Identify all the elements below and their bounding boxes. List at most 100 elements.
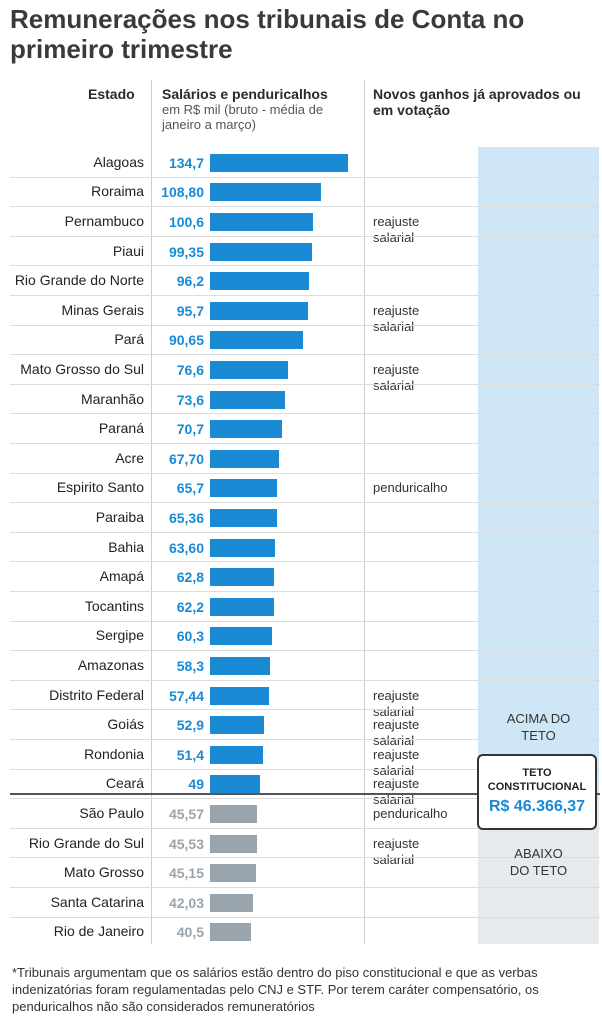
bar (210, 213, 313, 231)
state-label: Pará (114, 331, 144, 347)
state-label: Mato Grosso do Sul (20, 361, 144, 377)
bar (210, 657, 270, 675)
row-divider (10, 206, 600, 207)
state-label: Amazonas (77, 657, 144, 673)
bar (210, 746, 263, 764)
state-label: Paraná (98, 420, 144, 436)
state-label: Sergipe (95, 627, 144, 643)
row-divider (10, 591, 600, 592)
row-divider (10, 265, 600, 266)
value-label: 67,70 (168, 451, 204, 467)
row-divider (10, 561, 600, 562)
column-divider-2 (364, 80, 365, 944)
state-label: Rondonia (84, 746, 144, 762)
state-label: Roraima (91, 183, 144, 199)
state-label: Maranhão (80, 391, 144, 407)
row-divider (10, 413, 600, 414)
bar (210, 627, 272, 645)
bar (210, 568, 274, 586)
row-divider (10, 354, 600, 355)
row-divider (10, 532, 600, 533)
note-label: reajuste salarial (373, 214, 420, 245)
value-label: 90,65 (168, 332, 204, 348)
row-divider (10, 502, 600, 503)
state-label: Minas Gerais (61, 302, 144, 318)
note-label: reajuste salarial (373, 303, 420, 334)
bar (210, 923, 251, 941)
bar (210, 479, 277, 497)
page-title: Remunerações nos tribunais de Conta no p… (10, 4, 525, 64)
header-salarios-label: Salários e penduricalhos (162, 86, 328, 102)
value-label: 73,6 (176, 392, 204, 408)
row-divider (10, 769, 600, 770)
ceiling-line (10, 793, 600, 795)
header-novos: Novos ganhos já aprovados ou em votação (373, 86, 598, 118)
column-divider-1 (151, 80, 152, 944)
note-label: penduricalho (373, 806, 448, 821)
bar (210, 154, 348, 172)
bar (210, 716, 264, 734)
above-ceiling-zone (478, 147, 599, 796)
state-label: Rio de Janeiro (53, 923, 144, 939)
bar (210, 509, 277, 527)
bar (210, 598, 274, 616)
bar (210, 243, 312, 261)
row-divider (10, 709, 600, 710)
row-divider (10, 828, 600, 829)
note-label: reajuste salarial (373, 747, 420, 778)
value-label: 70,7 (176, 421, 204, 437)
row-divider (10, 236, 600, 237)
value-label: 134,7 (168, 155, 204, 171)
row-divider (10, 177, 600, 178)
note-label: reajuste salarial (373, 717, 420, 748)
bar (210, 835, 257, 853)
state-label: Amapá (99, 568, 144, 584)
row-divider (10, 739, 600, 740)
value-label: 65,36 (168, 510, 204, 526)
value-label: 108,80 (161, 184, 204, 200)
footnote: *Tribunais argumentam que os salários es… (12, 965, 539, 1014)
bar (210, 894, 253, 912)
state-label: Ceará (105, 775, 144, 791)
value-label: 76,6 (176, 362, 204, 378)
bar (210, 183, 321, 201)
state-label: Alagoas (93, 154, 144, 170)
note-label: reajuste salarial (373, 362, 420, 393)
value-label: 95,7 (176, 303, 204, 319)
value-label: 57,44 (168, 688, 204, 704)
header-salarios-sub: em R$ mil (bruto - média de janeiro a ma… (162, 102, 324, 132)
bar (210, 420, 282, 438)
header-salarios: Salários e penduricalhos em R$ mil (brut… (162, 86, 362, 132)
bar (210, 391, 285, 409)
note-label: reajuste salarial (373, 688, 420, 719)
bar (210, 687, 269, 705)
row-divider (10, 295, 600, 296)
ceiling-label: TETO CONSTITUCIONAL (487, 767, 587, 793)
value-label: 45,15 (168, 865, 204, 881)
state-label: Distrito Federal (49, 687, 144, 703)
bar (210, 805, 257, 823)
note-label: reajuste salarial (373, 836, 420, 867)
state-label: Espirito Santo (56, 479, 144, 495)
value-label: 52,9 (176, 717, 204, 733)
row-divider (10, 443, 600, 444)
value-label: 58,3 (176, 658, 204, 674)
value-label: 63,60 (168, 540, 204, 556)
zone-below-label: ABAIXO DO TETO (509, 846, 568, 878)
header-estado-label: Estado (88, 86, 135, 102)
bar (210, 864, 256, 882)
value-label: 65,7 (176, 480, 204, 496)
state-label: Santa Catarina (50, 894, 144, 910)
row-divider (10, 650, 600, 651)
state-label: Acre (115, 450, 144, 466)
state-label: Rio Grande do Sul (28, 835, 144, 851)
row-divider (10, 325, 600, 326)
bar (210, 539, 275, 557)
ceiling-value: R$ 46.366,37 (488, 798, 586, 815)
bar (210, 361, 288, 379)
value-label: 100,6 (168, 214, 204, 230)
row-divider (10, 384, 600, 385)
ceiling-box: TETO CONSTITUCIONAL R$ 46.366,37 (477, 754, 597, 830)
row-divider (10, 621, 600, 622)
value-label: 62,8 (176, 569, 204, 585)
